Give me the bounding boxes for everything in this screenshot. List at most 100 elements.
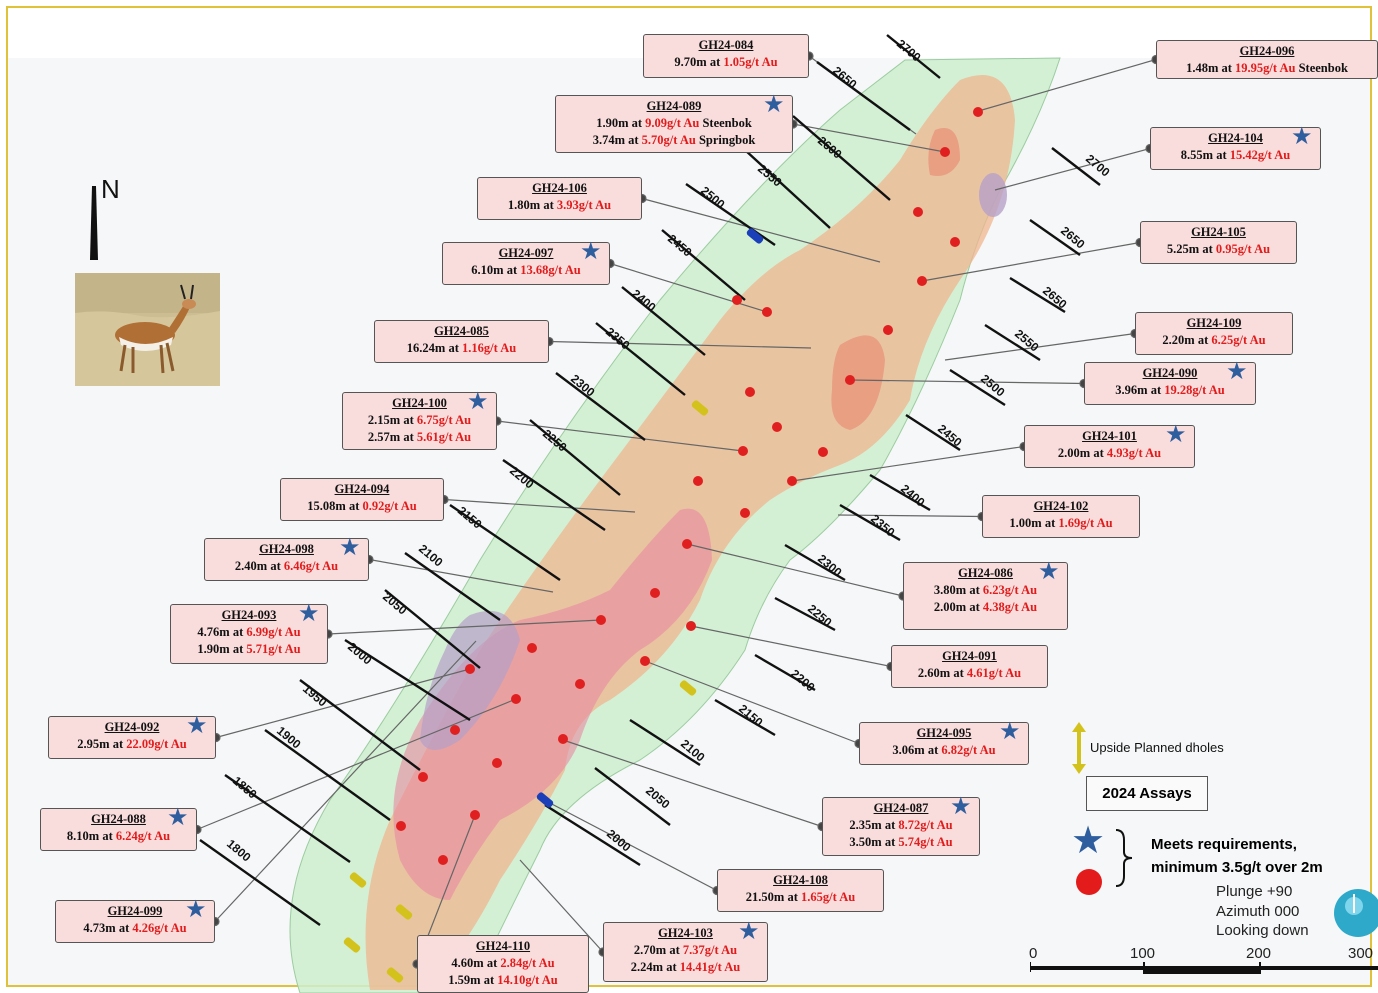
- leader-line: [214, 640, 477, 922]
- drillhole-label-gh24-101: GH24-101 2.00m at 4.93g/t Au: [1024, 425, 1195, 468]
- intercept-dot: [640, 656, 650, 666]
- drillhole-id: GH24-105: [1191, 225, 1246, 239]
- planned-hole-marker: [395, 904, 413, 920]
- drillhole-id: GH24-106: [532, 181, 587, 195]
- section-elevation-label: 2650: [1058, 224, 1088, 252]
- intercept-row: 2.20m at 6.25g/t Au: [1142, 332, 1286, 349]
- pink-zone: [393, 508, 712, 900]
- intercept-row: 3.50m at 5.74g/t Au: [829, 834, 973, 851]
- leader-line: [548, 340, 812, 349]
- drillhole-label-gh24-090: GH24-090 3.96m at 19.28g/t Au: [1084, 362, 1256, 405]
- planned-hole-marker: [746, 228, 764, 244]
- planned-hole-marker: [536, 792, 554, 808]
- intercept-row: 1.80m at 3.93g/t Au: [484, 197, 635, 214]
- interval-text: 2.15m at: [367, 413, 417, 427]
- section-line: [544, 803, 641, 867]
- section-line: [344, 638, 471, 722]
- drillhole-label-gh24-103: GH24-103 2.70m at 7.37g/t Au 2.24m at 14.4…: [603, 922, 768, 982]
- legend-dot-icon: [1076, 869, 1102, 895]
- meets-requirements-star-icon: ★: [185, 896, 207, 923]
- drillhole-id: GH24-103: [658, 926, 713, 940]
- interval-text: 2.60m at: [917, 666, 967, 680]
- intercept-dot: [396, 821, 406, 831]
- drillhole-id: GH24-101: [1082, 429, 1137, 443]
- meets-requirements-star-icon: ★: [1291, 123, 1313, 150]
- grade-value: 5.74g/t Au: [898, 835, 953, 849]
- intercept-dot: [917, 276, 927, 286]
- intercept-row: 2.40m at 6.46g/t Au: [211, 558, 362, 575]
- intercept-dot: [818, 447, 828, 457]
- drillhole-id: GH24-091: [942, 649, 997, 663]
- intercept-dot: [772, 422, 782, 432]
- grade-value: 15.42g/t Au: [1229, 148, 1291, 162]
- view-looking: Looking down: [1216, 922, 1309, 939]
- section-line: [299, 679, 421, 771]
- section-line: [685, 183, 776, 246]
- drillhole-label-gh24-087: GH24-087 2.35m at 8.72g/t Au 3.50m at 5.74…: [822, 797, 980, 856]
- intercept-dot: [465, 664, 475, 674]
- legend-brace-icon: [1115, 829, 1133, 887]
- intercept-dot: [762, 307, 772, 317]
- interval-text: 1.48m at: [1186, 61, 1236, 75]
- intercept-dot: [940, 147, 950, 157]
- grade-value: 6.99g/t Au: [246, 625, 301, 639]
- section-line: [404, 552, 501, 621]
- meets-requirements-star-icon: ★: [1226, 358, 1248, 385]
- intercept-row: 8.55m at 15.42g/t Au: [1157, 147, 1314, 164]
- drillhole-label-gh24-099: GH24-099 4.73m at 4.26g/t Au: [55, 900, 215, 943]
- springbok-image: [75, 273, 220, 386]
- intercept-dot: [686, 621, 696, 631]
- upside-arrow-icon: [1072, 722, 1086, 774]
- intercept-row: 21.50m at 1.65g/t Au: [724, 889, 877, 906]
- intercept-dot: [973, 107, 983, 117]
- section-line: [594, 767, 671, 826]
- drillhole-id: GH24-094: [334, 482, 390, 496]
- interval-text: 2.40m at: [234, 559, 284, 573]
- drillhole-id: GH24-108: [773, 873, 828, 887]
- intercept-row: 1.90m at 5.71g/t Au: [177, 641, 321, 658]
- grade-value: 6.82g/t Au: [941, 743, 996, 757]
- drillhole-id: GH24-099: [107, 904, 163, 918]
- intercept-dot: [738, 446, 748, 456]
- drillhole-id: GH24-087: [873, 801, 929, 815]
- view-plunge: Plunge +90: [1216, 883, 1293, 900]
- section-elevation-label: 2500: [698, 184, 728, 212]
- drillhole-id: GH24-093: [221, 608, 277, 622]
- leader-line: [519, 859, 604, 953]
- section-line: [264, 729, 391, 821]
- meets-requirements-star-icon: ★: [580, 238, 602, 265]
- intercept-row: 1.90m at 9.09g/t Au Steenbok: [562, 115, 786, 132]
- section-line: [661, 229, 746, 301]
- meets-requirements-star-icon: ★: [738, 918, 760, 945]
- intercept-dot: [913, 207, 923, 217]
- leader-line: [215, 668, 471, 739]
- intercept-row: 15.08m at 0.92g/t Au: [287, 498, 437, 515]
- grade-value: 3.93g/t Au: [556, 198, 612, 212]
- drillhole-label-gh24-091: GH24-091 2.60m at 4.61g/t Au: [891, 645, 1048, 688]
- planned-hole-marker: [349, 872, 367, 888]
- planned-hole-marker: [679, 680, 697, 696]
- intercept-row: 2.00m at 4.93g/t Au: [1031, 445, 1188, 462]
- drillhole-id: GH24-085: [434, 324, 489, 338]
- drillhole-label-gh24-105: GH24-105 5.25m at 0.95g/t Au: [1140, 221, 1297, 264]
- drillhole-label-gh24-093: GH24-093 4.76m at 6.99g/t Au 1.90m at 5.71…: [170, 604, 328, 664]
- contour-ticks: [199, 34, 1101, 926]
- grade-value: 6.75g/t Au: [416, 413, 472, 427]
- intercept-row: 1.59m at 14.10g/t Au: [424, 972, 582, 989]
- intercept-row: 2.00m at 4.38g/t Au: [910, 599, 1061, 616]
- interval-text: 3.50m at: [849, 835, 899, 849]
- interval-text: 4.73m at: [83, 921, 133, 935]
- drillhole-id: GH24-109: [1186, 316, 1242, 330]
- section-elevation-label: 2450: [665, 232, 695, 260]
- intercept-row: 4.73m at 4.26g/t Au: [62, 920, 208, 937]
- drillhole-id: GH24-090: [1142, 366, 1198, 380]
- drillhole-label-gh24-084: GH24-084 9.70m at 1.05g/t Au: [643, 34, 809, 78]
- intercept-dot: [740, 508, 750, 518]
- drillhole-label-gh24-096: GH24-096 1.48m at 19.95g/t Au Steenbok: [1156, 40, 1378, 79]
- interval-text: 2.57m at: [367, 430, 417, 444]
- grade-value: 5.70g/t Au: [641, 133, 696, 147]
- interval-text: 2.24m at: [630, 960, 680, 974]
- drillhole-label-gh24-097: GH24-097 6.10m at 13.68g/t Au: [442, 242, 610, 285]
- leader-line: [944, 332, 1136, 361]
